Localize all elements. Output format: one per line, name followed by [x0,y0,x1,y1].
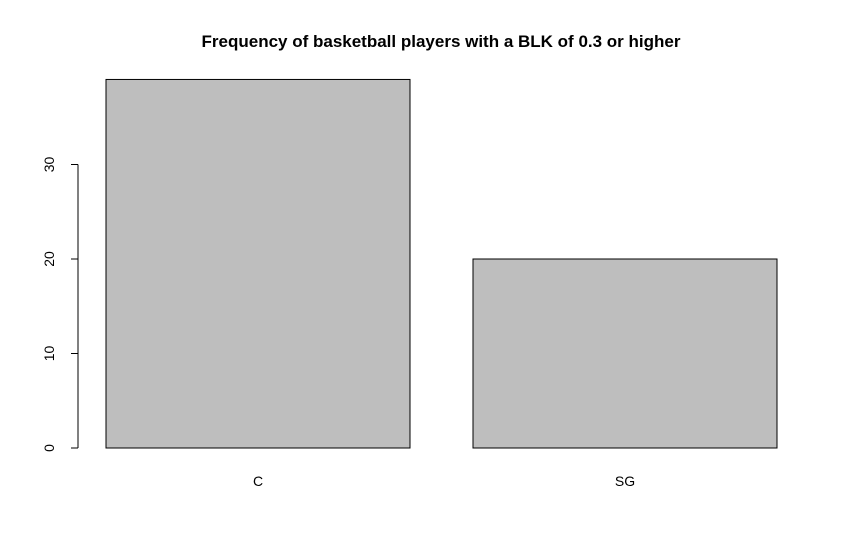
y-tick-label: 0 [41,444,57,452]
category-label-c: C [253,473,263,489]
y-tick-label: 20 [41,251,57,267]
category-labels: C SG [253,473,635,489]
bar-sg [472,258,778,449]
y-tick-label: 30 [41,157,57,173]
bars [105,78,778,449]
y-tick-label: 10 [41,346,57,362]
chart-title: Frequency of basketball players with a B… [202,32,681,51]
category-label-sg: SG [615,473,635,489]
bar-c [105,78,411,449]
y-axis: 0 10 20 30 [41,157,79,452]
